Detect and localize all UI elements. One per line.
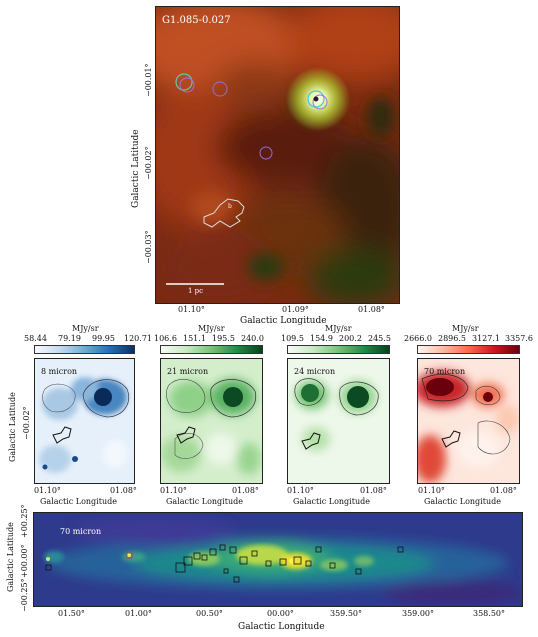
- colorbar-24: [287, 345, 390, 354]
- cbar-tick-8-0: 58.44: [24, 334, 47, 343]
- bottom-y-tick-2: +00.00°: [20, 544, 29, 578]
- panel-24-micron: 24 micron: [287, 358, 390, 484]
- top-x-tick-2: 01.09°: [282, 305, 309, 314]
- bottom-x-tick-4: 00.00°: [267, 609, 294, 618]
- cbar-tick-24-2: 200.2: [339, 334, 362, 343]
- p4-x-tick-2: 01.08°: [490, 486, 517, 495]
- cbar-tick-24-0: 109.5: [281, 334, 304, 343]
- small-y-tick: −00.02°: [22, 406, 31, 440]
- colorbar-21: [160, 345, 263, 354]
- p4-x-tick-1: 01.10°: [418, 486, 445, 495]
- p1-x-tick-2: 01.08°: [110, 486, 137, 495]
- band-label-24: 24 micron: [294, 367, 336, 376]
- bottom-x-tick-7: 358.50°: [473, 609, 505, 618]
- cbar-tick-24-3: 245.5: [368, 334, 391, 343]
- bottom-x-tick-1: 01.50°: [58, 609, 85, 618]
- panel-8-micron: 8 micron: [34, 358, 135, 484]
- top-x-tick-3: 01.08°: [358, 305, 385, 314]
- small-y-axis-label: Galactic Latitude: [8, 392, 17, 462]
- cbar-unit-24: MJy/sr: [325, 324, 352, 333]
- cbar-unit-8: MJy/sr: [72, 324, 99, 333]
- cbar-tick-70-1: 2896.5: [438, 334, 466, 343]
- band-label-8: 8 micron: [41, 367, 78, 376]
- p3-x-tick-1: 01.10°: [287, 486, 314, 495]
- colorbar-70: [417, 345, 520, 354]
- cbar-tick-21-2: 195.5: [212, 334, 235, 343]
- cbar-tick-8-3: 120.71: [124, 334, 152, 343]
- cbar-tick-21-0: 106.6: [154, 334, 177, 343]
- colorbar-8: [34, 345, 135, 354]
- bottom-x-tick-6: 359.00°: [402, 609, 434, 618]
- top-y-tick-3: −00.03°: [144, 230, 153, 264]
- top-y-axis-label: Galactic Latitude: [131, 129, 141, 208]
- p1-x-axis-label: Galactic Longitude: [40, 497, 117, 506]
- cbar-unit-70: MJy/sr: [452, 324, 479, 333]
- cbar-unit-21: MJy/sr: [198, 324, 225, 333]
- bottom-y-tick-1: +00.25°: [20, 504, 29, 538]
- panel-21-micron: 21 micron: [160, 358, 263, 484]
- panel-70-micron: 70 micron: [417, 358, 520, 484]
- cbar-tick-70-0: 2666.0: [404, 334, 432, 343]
- top-rgb-image: [156, 7, 399, 303]
- cbar-tick-8-2: 99.95: [92, 334, 115, 343]
- source-label: G1.085-0.027: [162, 15, 231, 26]
- bottom-x-tick-5: 359.50°: [330, 609, 362, 618]
- top-x-axis-label: Galactic Longitude: [240, 316, 327, 326]
- scalebar-label: 1 pc: [188, 287, 204, 295]
- top-y-tick-2: −00.02°: [144, 146, 153, 180]
- p4-x-axis-label: Galactic Longitude: [424, 497, 501, 506]
- p3-x-axis-label: Galactic Longitude: [293, 497, 370, 506]
- cbar-tick-21-1: 151.1: [183, 334, 206, 343]
- top-x-tick-1: 01.10°: [178, 305, 205, 314]
- p2-x-axis-label: Galactic Longitude: [166, 497, 243, 506]
- bottom-band-label: 70 micron: [60, 527, 102, 536]
- bottom-x-tick-3: 00.50°: [196, 609, 223, 618]
- band-label-21: 21 micron: [167, 367, 209, 376]
- top-y-tick-1: −00.01°: [144, 63, 153, 97]
- cbar-tick-24-1: 154.9: [310, 334, 333, 343]
- bottom-x-axis-label: Galactic Longitude: [238, 622, 325, 632]
- cbar-tick-70-3: 3357.6: [505, 334, 533, 343]
- cbar-tick-70-2: 3127.1: [472, 334, 500, 343]
- bottom-x-tick-2: 01.00°: [125, 609, 152, 618]
- region-label: b: [228, 203, 232, 210]
- cbar-tick-21-3: 240.0: [241, 334, 264, 343]
- bottom-y-tick-3: −00.25°: [20, 578, 29, 612]
- top-image-panel: G1.085-0.027 b 1 pc: [155, 6, 400, 304]
- band-label-70: 70 micron: [424, 367, 466, 376]
- bottom-70-micron-image: [34, 513, 522, 606]
- p3-x-tick-2: 01.08°: [360, 486, 387, 495]
- p2-x-tick-2: 01.08°: [232, 486, 259, 495]
- cbar-tick-8-1: 79.19: [58, 334, 81, 343]
- bottom-image-panel: 70 micron: [33, 512, 523, 607]
- p2-x-tick-1: 01.10°: [160, 486, 187, 495]
- p1-x-tick-1: 01.10°: [34, 486, 61, 495]
- bottom-y-axis-label: Galactic Latitude: [6, 522, 15, 592]
